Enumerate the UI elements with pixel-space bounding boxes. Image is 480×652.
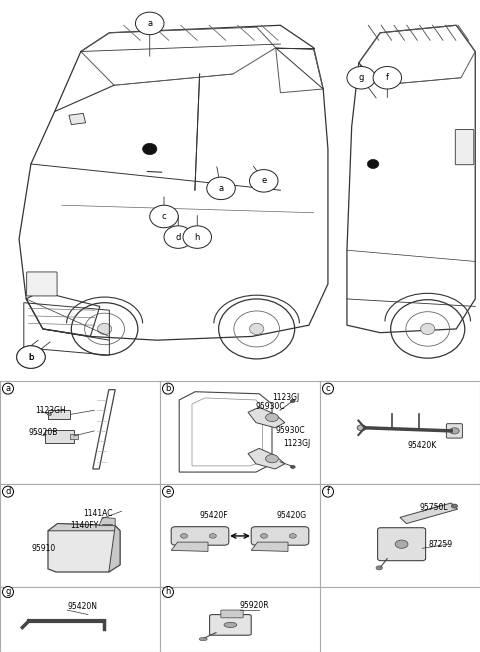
Circle shape — [376, 566, 383, 570]
Polygon shape — [400, 503, 457, 524]
Circle shape — [143, 143, 157, 155]
Text: 1141AC: 1141AC — [83, 509, 113, 518]
Text: 1123GH: 1123GH — [35, 406, 66, 415]
Circle shape — [199, 638, 207, 641]
FancyBboxPatch shape — [45, 430, 73, 443]
Text: e: e — [166, 487, 170, 496]
Circle shape — [347, 67, 375, 89]
Text: 95420G: 95420G — [277, 511, 307, 520]
Text: a: a — [218, 184, 224, 193]
Circle shape — [48, 413, 51, 415]
Text: b: b — [165, 384, 171, 393]
Circle shape — [207, 177, 235, 200]
FancyBboxPatch shape — [378, 527, 426, 561]
FancyBboxPatch shape — [27, 272, 57, 296]
Text: c: c — [162, 212, 166, 221]
Circle shape — [250, 170, 278, 192]
Circle shape — [289, 534, 296, 538]
Text: 95930C: 95930C — [275, 426, 305, 436]
Text: b: b — [28, 353, 34, 362]
Text: e: e — [261, 176, 266, 185]
Circle shape — [97, 323, 112, 334]
Circle shape — [420, 323, 435, 334]
Text: d: d — [5, 487, 11, 496]
Text: 1123GJ: 1123GJ — [283, 439, 311, 448]
Text: 95420K: 95420K — [408, 441, 437, 450]
Circle shape — [265, 454, 278, 463]
Circle shape — [395, 540, 408, 548]
FancyBboxPatch shape — [446, 424, 462, 438]
Polygon shape — [109, 526, 120, 572]
Text: a: a — [5, 384, 11, 393]
Text: b: b — [28, 353, 34, 362]
Polygon shape — [99, 518, 115, 526]
Circle shape — [250, 323, 264, 334]
Text: 95920R: 95920R — [240, 601, 270, 610]
Circle shape — [209, 534, 216, 538]
Text: 87259: 87259 — [429, 540, 453, 549]
Text: f: f — [326, 487, 329, 496]
Circle shape — [451, 504, 457, 508]
Circle shape — [373, 67, 402, 89]
Text: g: g — [5, 587, 11, 597]
FancyBboxPatch shape — [251, 527, 309, 545]
Circle shape — [261, 534, 267, 538]
Polygon shape — [48, 524, 120, 531]
Circle shape — [367, 160, 379, 168]
Polygon shape — [248, 407, 285, 428]
Text: 95420N: 95420N — [67, 602, 97, 612]
Text: 95420F: 95420F — [200, 511, 228, 520]
FancyBboxPatch shape — [221, 610, 243, 618]
Circle shape — [52, 619, 60, 623]
Circle shape — [224, 622, 237, 627]
Circle shape — [180, 534, 188, 538]
Text: 95750L: 95750L — [419, 503, 448, 512]
FancyBboxPatch shape — [48, 410, 71, 419]
Circle shape — [135, 12, 164, 35]
Polygon shape — [69, 113, 85, 125]
Circle shape — [290, 466, 295, 469]
Circle shape — [183, 226, 212, 248]
FancyBboxPatch shape — [456, 130, 474, 165]
Text: h: h — [165, 587, 171, 597]
Text: 95930C: 95930C — [256, 402, 286, 411]
Circle shape — [17, 346, 45, 368]
Circle shape — [17, 346, 45, 368]
Text: 95910: 95910 — [32, 544, 56, 553]
Polygon shape — [248, 449, 285, 469]
Circle shape — [357, 425, 366, 431]
Circle shape — [265, 413, 278, 422]
FancyBboxPatch shape — [71, 434, 78, 439]
Polygon shape — [251, 542, 288, 552]
Circle shape — [450, 428, 459, 434]
Polygon shape — [171, 542, 208, 552]
FancyBboxPatch shape — [171, 527, 229, 545]
Circle shape — [290, 400, 295, 402]
Polygon shape — [48, 524, 120, 572]
Text: f: f — [386, 73, 389, 82]
Text: 95920B: 95920B — [29, 428, 58, 437]
Text: g: g — [359, 73, 364, 82]
Text: 1123GJ: 1123GJ — [272, 393, 299, 402]
Text: h: h — [194, 233, 200, 242]
FancyBboxPatch shape — [210, 615, 251, 635]
Text: a: a — [147, 19, 152, 28]
Text: c: c — [326, 384, 330, 393]
Text: 1140FY: 1140FY — [71, 521, 99, 530]
Circle shape — [164, 226, 192, 248]
Circle shape — [150, 205, 178, 228]
Text: d: d — [176, 233, 181, 242]
